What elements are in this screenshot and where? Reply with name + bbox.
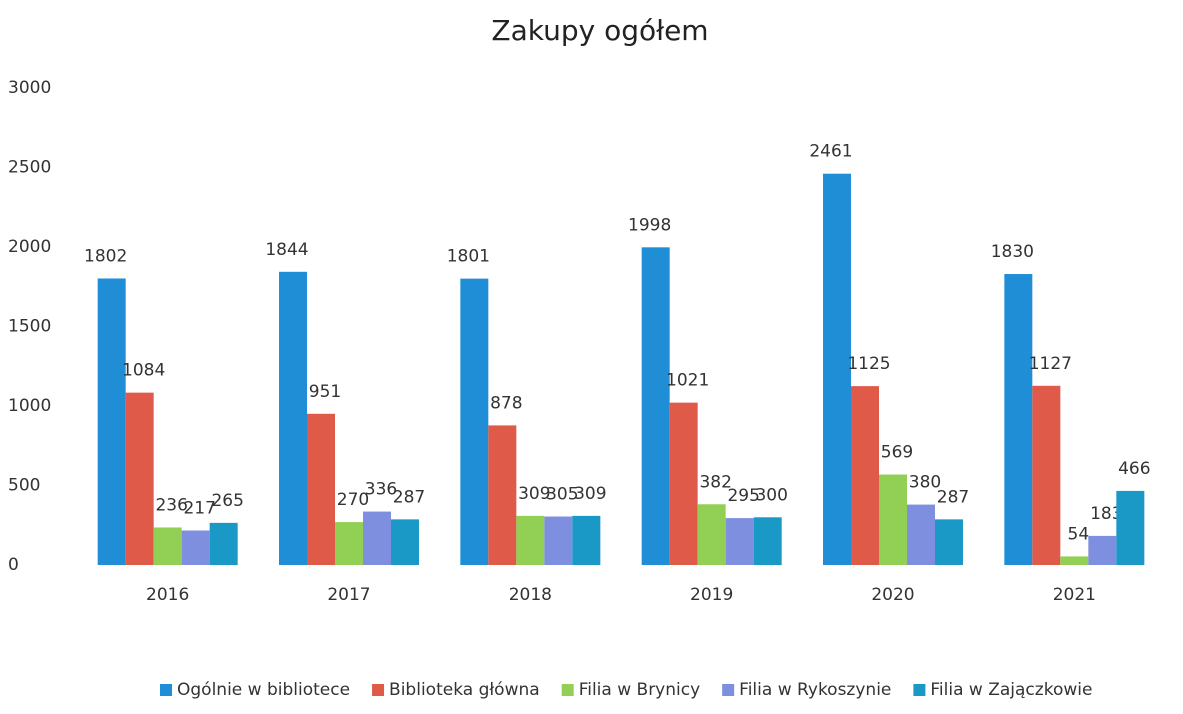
bar bbox=[279, 271, 307, 565]
data-label: 1998 bbox=[628, 215, 671, 235]
legend-label: Filia w Zajączkowie bbox=[930, 680, 1092, 700]
bar bbox=[335, 522, 363, 565]
bar bbox=[879, 474, 907, 565]
bar bbox=[851, 386, 879, 565]
bar bbox=[181, 530, 210, 565]
y-tick-label: 2000 bbox=[8, 237, 51, 257]
bar bbox=[516, 515, 545, 565]
bar bbox=[823, 173, 851, 566]
legend-swatch bbox=[160, 684, 172, 696]
bar bbox=[460, 278, 489, 565]
x-tick-label: 2019 bbox=[690, 585, 733, 605]
bar bbox=[209, 522, 238, 565]
data-label: 336 bbox=[365, 480, 397, 500]
legend-label: Ogólnie w bibliotece bbox=[177, 680, 350, 700]
data-label: 951 bbox=[309, 382, 341, 402]
legend-label: Biblioteka główna bbox=[389, 680, 540, 700]
data-label: 466 bbox=[1118, 459, 1150, 479]
bar bbox=[1004, 274, 1033, 565]
data-label: 380 bbox=[909, 473, 941, 493]
y-tick-label: 2500 bbox=[8, 158, 51, 178]
bar bbox=[488, 425, 517, 565]
bar bbox=[1032, 385, 1061, 565]
y-tick-label: 500 bbox=[8, 476, 40, 496]
data-label: 1830 bbox=[991, 242, 1034, 262]
data-label: 1084 bbox=[122, 361, 165, 381]
x-tick-label: 2020 bbox=[871, 585, 914, 605]
data-label: 309 bbox=[574, 484, 606, 504]
data-label: 309 bbox=[518, 484, 550, 504]
data-label: 236 bbox=[155, 495, 187, 515]
bar bbox=[153, 527, 182, 565]
bar bbox=[669, 402, 698, 565]
data-label: 382 bbox=[699, 472, 731, 492]
data-label: 270 bbox=[337, 490, 369, 510]
data-label: 1021 bbox=[666, 371, 709, 391]
bar bbox=[697, 504, 726, 565]
data-label: 300 bbox=[755, 485, 787, 505]
bar bbox=[753, 517, 782, 565]
bar bbox=[125, 392, 154, 565]
bar bbox=[363, 511, 391, 565]
legend-swatch bbox=[722, 684, 735, 696]
bar bbox=[1060, 556, 1089, 565]
data-label: 1802 bbox=[84, 246, 127, 266]
data-label: 265 bbox=[211, 491, 243, 511]
data-label: 878 bbox=[490, 393, 522, 413]
legend-swatch bbox=[561, 684, 574, 696]
y-tick-label: 1000 bbox=[8, 396, 51, 416]
bar bbox=[544, 516, 573, 565]
bar bbox=[1116, 490, 1145, 565]
data-label: 1125 bbox=[847, 354, 890, 374]
y-tick-label: 0 bbox=[8, 555, 19, 575]
bar bbox=[572, 515, 601, 565]
x-tick-label: 2021 bbox=[1053, 585, 1096, 605]
y-tick-label: 1500 bbox=[8, 317, 51, 337]
legend-label: Filia w Rykoszynie bbox=[739, 680, 891, 700]
chart-title: Zakupy ogółem bbox=[491, 14, 708, 47]
data-label: 287 bbox=[393, 487, 425, 507]
y-tick-label: 3000 bbox=[8, 78, 51, 98]
data-label: 1127 bbox=[1029, 354, 1072, 374]
bar bbox=[391, 519, 419, 565]
bar bbox=[725, 518, 754, 565]
data-label: 183 bbox=[1090, 504, 1122, 524]
data-label: 2461 bbox=[809, 142, 852, 162]
bar bbox=[97, 278, 126, 565]
x-tick-label: 2018 bbox=[509, 585, 552, 605]
x-tick-label: 2017 bbox=[327, 585, 370, 605]
data-label: 569 bbox=[881, 443, 913, 463]
bar bbox=[641, 247, 670, 565]
bar bbox=[1088, 535, 1117, 565]
legend-swatch bbox=[913, 684, 926, 696]
legend-swatch bbox=[372, 684, 385, 696]
data-label: 295 bbox=[727, 486, 759, 506]
data-label: 1801 bbox=[447, 247, 490, 267]
bar bbox=[307, 413, 335, 565]
data-label: 287 bbox=[937, 487, 969, 507]
bar bbox=[907, 504, 935, 565]
bar bbox=[935, 519, 963, 565]
data-label: 305 bbox=[546, 485, 578, 505]
data-label: 1844 bbox=[265, 240, 308, 260]
x-tick-label: 2016 bbox=[146, 585, 189, 605]
data-label: 54 bbox=[1068, 524, 1090, 544]
legend-label: Filia w Brynicy bbox=[579, 680, 700, 700]
data-label: 217 bbox=[183, 498, 215, 518]
